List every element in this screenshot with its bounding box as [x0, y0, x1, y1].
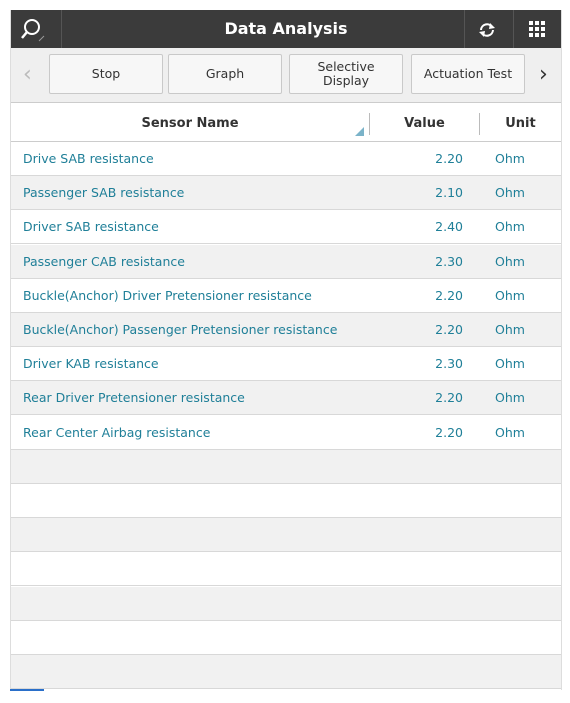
- sort-indicator: [355, 127, 364, 136]
- toolbar: ‹ Stop Graph Selective Display Actuation…: [11, 48, 561, 103]
- column-header[interactable]: Sensor Name: [141, 116, 239, 131]
- unit: Ohm: [495, 151, 525, 166]
- sensor-name: Driver KAB resistance: [23, 356, 159, 372]
- unit: Ohm: [495, 322, 525, 337]
- scroll-left[interactable]: ‹: [23, 62, 32, 87]
- table-row[interactable]: Drive SAB resistance 2.20 Ohm: [11, 142, 561, 176]
- sensor-name: Rear Driver Pretensioner resistance: [23, 390, 245, 406]
- unit: Ohm: [495, 185, 525, 201]
- separator: [513, 10, 514, 48]
- refresh-icon[interactable]: [476, 19, 498, 41]
- sensor-name: Drive SAB resistance: [23, 151, 154, 166]
- scroll-indicator: [10, 689, 44, 691]
- value: 2.20: [435, 424, 463, 440]
- app: Data Analysis ‹ Stop Graph Selective Dis…: [10, 10, 562, 690]
- table-row: [11, 552, 561, 587]
- table-row[interactable]: Rear Center Airbag resistance 2.20 Ohm: [11, 416, 561, 450]
- column-header[interactable]: Unit: [505, 116, 536, 131]
- value: 2.30: [435, 356, 463, 372]
- sensor-name: Rear Center Airbag resistance: [23, 424, 211, 440]
- value: 2.20: [435, 322, 463, 337]
- sensor-name: Driver SAB resistance: [23, 219, 159, 235]
- unit: Ohm: [495, 424, 525, 440]
- selective-display-button[interactable]: Selective Display: [289, 54, 403, 94]
- table-row: [11, 449, 561, 484]
- table-row[interactable]: Driver SAB resistance 2.40 Ohm: [11, 210, 561, 245]
- sensor-name: Passenger SAB resistance: [23, 185, 185, 201]
- sensor-name: Buckle(Anchor) Driver Pretensioner resis…: [23, 287, 312, 303]
- stop-button[interactable]: Stop: [49, 54, 163, 94]
- value: 2.40: [435, 219, 463, 235]
- sensor-name: Passenger CAB resistance: [23, 253, 185, 269]
- table-row: [11, 655, 561, 689]
- value: 2.20: [435, 287, 463, 303]
- unit: Ohm: [495, 356, 525, 372]
- table-header: Sensor Name Value Unit: [11, 107, 561, 142]
- unit: Ohm: [495, 219, 525, 235]
- search-icon[interactable]: [19, 16, 47, 44]
- title: Data Analysis: [224, 19, 348, 38]
- unit: Ohm: [495, 287, 525, 303]
- table-row: [11, 518, 561, 553]
- separator: [464, 10, 465, 48]
- table-row[interactable]: Buckle(Anchor) Passenger Pretensioner re…: [11, 313, 561, 347]
- separator: [61, 10, 62, 48]
- sensor-name: Buckle(Anchor) Passenger Pretensioner re…: [23, 322, 338, 337]
- table-row[interactable]: Passenger SAB resistance 2.10 Ohm: [11, 176, 561, 211]
- table-row[interactable]: Rear Driver Pretensioner resistance 2.20 O…: [11, 381, 561, 416]
- table-row: [11, 586, 561, 621]
- menu-grid-icon[interactable]: [529, 21, 545, 37]
- table-row: [11, 484, 561, 518]
- value: 2.10: [435, 185, 463, 201]
- table-row: [11, 621, 561, 655]
- unit: Ohm: [495, 390, 525, 406]
- value: 2.20: [435, 390, 463, 406]
- table-row[interactable]: Buckle(Anchor) Driver Pretensioner resis…: [11, 279, 561, 313]
- value: 2.20: [435, 151, 463, 166]
- column-header[interactable]: Value: [404, 116, 445, 131]
- actuation-test-button[interactable]: Actuation Test: [411, 54, 525, 94]
- table-row[interactable]: Driver KAB resistance 2.30 Ohm: [11, 347, 561, 382]
- graph-button[interactable]: Graph: [168, 54, 282, 94]
- scroll-right[interactable]: ›: [539, 62, 548, 87]
- top-bar: Data Analysis: [11, 10, 561, 48]
- separator: [479, 113, 480, 135]
- table-row[interactable]: Passenger CAB resistance 2.30 Ohm: [11, 244, 561, 279]
- value: 2.30: [435, 253, 463, 269]
- unit: Ohm: [495, 253, 525, 269]
- separator: [369, 113, 370, 135]
